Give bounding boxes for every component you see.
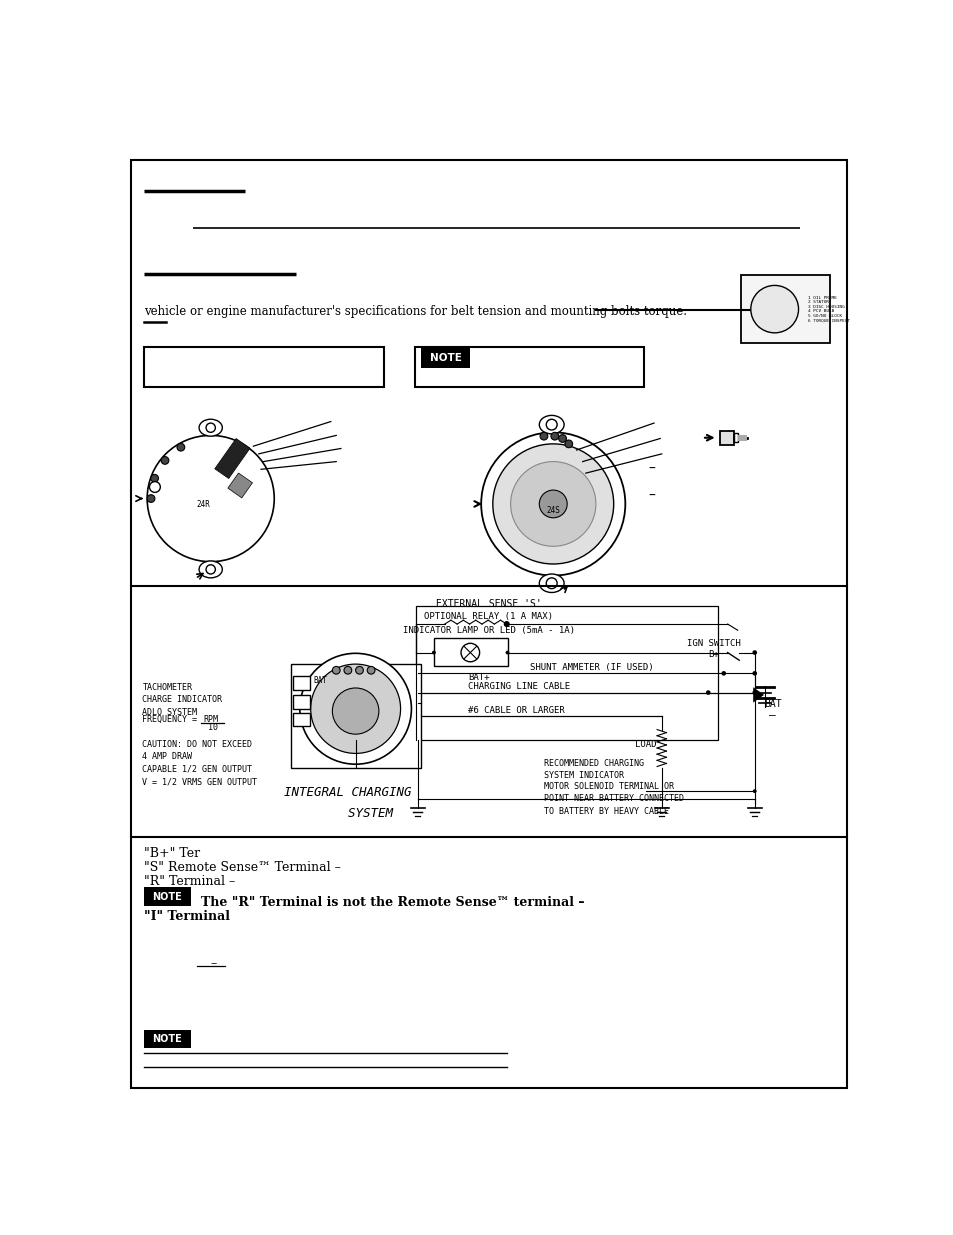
Text: –: – bbox=[648, 489, 655, 503]
Text: –: – bbox=[648, 462, 655, 477]
Circle shape bbox=[720, 671, 725, 676]
Circle shape bbox=[550, 432, 558, 440]
Circle shape bbox=[558, 435, 566, 442]
Circle shape bbox=[539, 432, 547, 440]
Circle shape bbox=[510, 462, 596, 546]
Bar bbox=[293, 713, 310, 726]
Bar bbox=[733, 433, 737, 442]
Text: OPTIONAL RELAY (1 A MAX): OPTIONAL RELAY (1 A MAX) bbox=[424, 611, 553, 621]
Text: BAT: BAT bbox=[313, 676, 327, 684]
Text: "R" Terminal –: "R" Terminal – bbox=[144, 876, 235, 888]
Circle shape bbox=[480, 432, 624, 576]
Polygon shape bbox=[214, 438, 250, 478]
Text: SHUNT AMMETER (IF USED): SHUNT AMMETER (IF USED) bbox=[530, 663, 653, 672]
Text: "I" Terminal: "I" Terminal bbox=[144, 910, 230, 923]
Circle shape bbox=[206, 564, 215, 574]
Text: 1 OIL PRIME
2 STATOR
3 DISC HOUSING
4 PCV BULB
5 GO/NO BLOCK
6 TORQUE INSPECT: 1 OIL PRIME 2 STATOR 3 DISC HOUSING 4 PC… bbox=[807, 295, 849, 322]
Circle shape bbox=[752, 789, 756, 793]
Bar bbox=[144, 347, 384, 387]
Text: NOTE: NOTE bbox=[152, 892, 182, 902]
Circle shape bbox=[344, 667, 352, 674]
Text: BAT+: BAT+ bbox=[468, 673, 489, 682]
Text: FREQUENCY =: FREQUENCY = bbox=[142, 715, 202, 724]
Bar bbox=[291, 664, 420, 768]
Circle shape bbox=[177, 443, 185, 451]
Bar bbox=[415, 347, 643, 387]
Text: "S" Remote Sense™ Terminal –: "S" Remote Sense™ Terminal – bbox=[144, 861, 340, 874]
Text: 24S: 24S bbox=[546, 505, 559, 515]
Bar bbox=[144, 1030, 191, 1049]
Ellipse shape bbox=[199, 561, 222, 578]
Bar bbox=[144, 888, 191, 906]
Text: 10: 10 bbox=[208, 722, 217, 731]
Text: B+: B+ bbox=[707, 651, 719, 659]
Bar bbox=[720, 431, 733, 445]
Text: –: – bbox=[768, 710, 775, 720]
Text: NOTE: NOTE bbox=[152, 1034, 182, 1044]
Text: NOTE: NOTE bbox=[430, 353, 461, 363]
Circle shape bbox=[150, 482, 160, 493]
Ellipse shape bbox=[538, 415, 563, 433]
Circle shape bbox=[505, 651, 509, 655]
Circle shape bbox=[311, 664, 400, 753]
Bar bbox=[293, 695, 310, 709]
Polygon shape bbox=[228, 473, 253, 498]
Bar bbox=[421, 348, 470, 368]
Circle shape bbox=[752, 651, 757, 655]
Text: INTEGRAL CHARGING
      SYSTEM: INTEGRAL CHARGING SYSTEM bbox=[284, 785, 411, 820]
Circle shape bbox=[151, 474, 158, 482]
Bar bbox=[293, 676, 310, 689]
Circle shape bbox=[147, 495, 154, 503]
Text: BAT: BAT bbox=[763, 699, 781, 709]
Text: RECOMMENDED CHARGING
SYSTEM INDICATOR: RECOMMENDED CHARGING SYSTEM INDICATOR bbox=[543, 758, 643, 781]
Text: EXTERNAL SENSE 'S': EXTERNAL SENSE 'S' bbox=[436, 599, 541, 609]
Text: CHARGING LINE CABLE: CHARGING LINE CABLE bbox=[468, 682, 570, 692]
Circle shape bbox=[355, 667, 363, 674]
Circle shape bbox=[538, 490, 567, 517]
Text: INDICATOR LAMP OR LED (5mA - 1A): INDICATOR LAMP OR LED (5mA - 1A) bbox=[402, 626, 575, 635]
Circle shape bbox=[546, 578, 557, 589]
Circle shape bbox=[705, 690, 710, 695]
Circle shape bbox=[750, 285, 798, 333]
Text: IGN SWITCH: IGN SWITCH bbox=[686, 638, 740, 647]
Text: The "R" Terminal is not the Remote Sense™ terminal –: The "R" Terminal is not the Remote Sense… bbox=[200, 895, 583, 909]
Text: TACHOMETER
CHARGE INDICATOR
ADLO SYSTEM: TACHOMETER CHARGE INDICATOR ADLO SYSTEM bbox=[142, 683, 222, 716]
Circle shape bbox=[147, 436, 274, 562]
Circle shape bbox=[332, 688, 378, 734]
Circle shape bbox=[504, 621, 509, 626]
Text: vehicle or engine manufacturer's specifications for belt tension and mounting bo: vehicle or engine manufacturer's specifi… bbox=[144, 305, 686, 317]
Circle shape bbox=[161, 457, 169, 464]
Circle shape bbox=[546, 419, 557, 430]
Bar bbox=[416, 605, 718, 740]
Ellipse shape bbox=[199, 419, 222, 436]
Circle shape bbox=[564, 440, 572, 448]
Circle shape bbox=[206, 424, 215, 432]
Text: 24R: 24R bbox=[195, 500, 210, 509]
Text: MOTOR SOLENOID TERMINAL OR
POINT NEAR BATTERY CONNECTED
TO BATTERY BY HEAVY CABL: MOTOR SOLENOID TERMINAL OR POINT NEAR BA… bbox=[543, 782, 683, 816]
Circle shape bbox=[752, 671, 757, 676]
Circle shape bbox=[332, 667, 340, 674]
Circle shape bbox=[752, 690, 757, 695]
Circle shape bbox=[299, 653, 411, 764]
Text: RPM: RPM bbox=[203, 715, 217, 724]
Bar bbox=[434, 638, 507, 667]
Text: LOAD: LOAD bbox=[634, 740, 656, 748]
Text: "B+" Ter: "B+" Ter bbox=[144, 847, 200, 861]
Ellipse shape bbox=[538, 574, 563, 593]
Polygon shape bbox=[753, 687, 763, 703]
Bar bbox=[740, 275, 829, 343]
Text: #6 CABLE OR LARGER: #6 CABLE OR LARGER bbox=[468, 706, 564, 715]
Bar bbox=[737, 435, 746, 441]
Circle shape bbox=[493, 443, 613, 564]
Circle shape bbox=[460, 643, 479, 662]
Circle shape bbox=[367, 667, 375, 674]
Text: –: – bbox=[211, 957, 216, 969]
Circle shape bbox=[432, 651, 436, 655]
Text: CAUTION: DO NOT EXCEED
4 AMP DRAW
CAPABLE 1/2 GEN OUTPUT
V = 1/2 VRMS GEN OUTPUT: CAUTION: DO NOT EXCEED 4 AMP DRAW CAPABL… bbox=[142, 740, 257, 785]
